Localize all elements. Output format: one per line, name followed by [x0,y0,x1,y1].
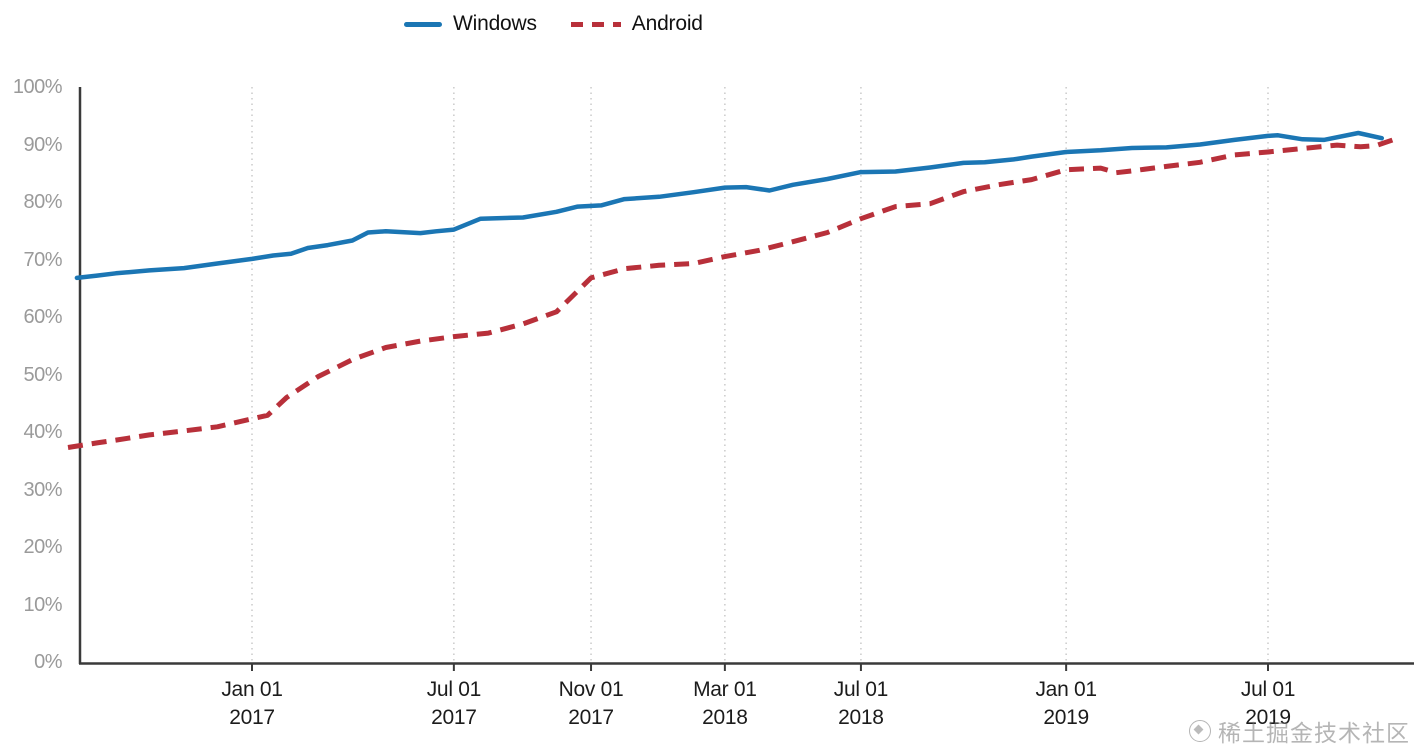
legend-item-windows[interactable]: Windows [404,12,537,36]
y-tick-label: 20% [23,536,62,558]
android-line [67,135,1401,450]
x-tick-label: Jul 01 2018 [833,678,889,729]
y-tick-label: 10% [23,593,62,616]
windows-line-swatch-icon [404,21,442,27]
y-tick-label: 100% [12,76,63,98]
y-tick-label: 60% [23,306,62,328]
legend-label-android: Android [631,12,703,35]
legend-item-android[interactable]: Android [570,12,703,36]
windows-line [74,130,1385,281]
android-line-swatch-icon [570,21,621,27]
x-tick-label: Nov 01 2017 [558,678,624,729]
legend: Windows Android [404,12,703,36]
legend-label-windows: Windows [453,12,537,35]
y-tick-label: 30% [23,478,62,501]
x-tick-label: Jul 01 2017 [426,678,482,729]
y-tick-label: 0% [34,651,62,673]
x-tick-label: Jan 01 2017 [221,678,283,729]
y-tick-label: 50% [23,363,62,386]
y-tick-label: 80% [23,191,62,213]
x-tick-label: Jan 01 2019 [1035,678,1097,729]
y-tick-label: 90% [23,133,62,156]
y-tick-label: 40% [23,421,62,443]
x-tick-label: Jul 01 2019 [1240,678,1296,729]
y-tick-label: 70% [23,248,62,271]
x-tick-label: Mar 01 2018 [693,678,757,729]
